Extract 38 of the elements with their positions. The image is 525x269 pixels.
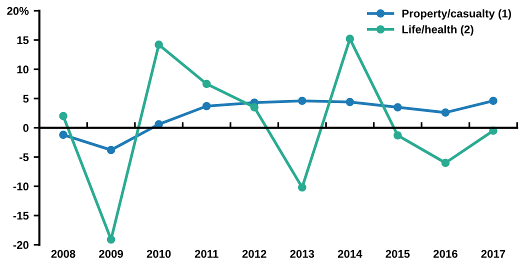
point	[394, 103, 402, 112]
x-tick-label: 2009	[99, 250, 123, 258]
point	[441, 158, 450, 168]
y-tick-label: 0	[23, 124, 29, 132]
point	[250, 103, 259, 112]
point	[346, 34, 354, 44]
point	[489, 96, 498, 106]
point	[202, 102, 211, 110]
point	[346, 98, 354, 106]
point	[106, 235, 116, 244]
y-tick-label: -10	[13, 182, 29, 190]
y-tick-label: -20	[13, 241, 29, 249]
y-tick-label: 5	[23, 94, 29, 103]
point	[298, 96, 306, 106]
point	[106, 146, 116, 154]
point	[298, 183, 306, 192]
x-tick-label: 2017	[481, 250, 506, 258]
legend-label: Life/health (2)	[402, 25, 474, 36]
x-tick-label: 2013	[290, 250, 314, 258]
x-tick-label: 2014	[338, 250, 362, 258]
y-tick-label: 20%	[7, 7, 29, 15]
point	[202, 80, 211, 88]
point	[59, 130, 68, 139]
y-tick-label: 15	[17, 36, 29, 44]
x-tick-label: 2008	[51, 250, 76, 258]
x-tick-label: 2015	[386, 250, 410, 258]
point	[154, 40, 163, 49]
x-tick-label: 2011	[194, 250, 218, 258]
y-tick-label: 10	[17, 66, 29, 74]
point	[59, 112, 68, 120]
legend-label: Property/casualty (1)	[402, 9, 512, 20]
point	[441, 108, 450, 117]
x-tick-label: 2012	[242, 250, 266, 258]
y-tick-label: -15	[13, 212, 29, 220]
y-tick-label: -5	[20, 153, 29, 162]
x-tick-label: 2010	[146, 250, 171, 258]
x-tick-label: 2016	[433, 250, 458, 258]
point	[394, 131, 402, 140]
